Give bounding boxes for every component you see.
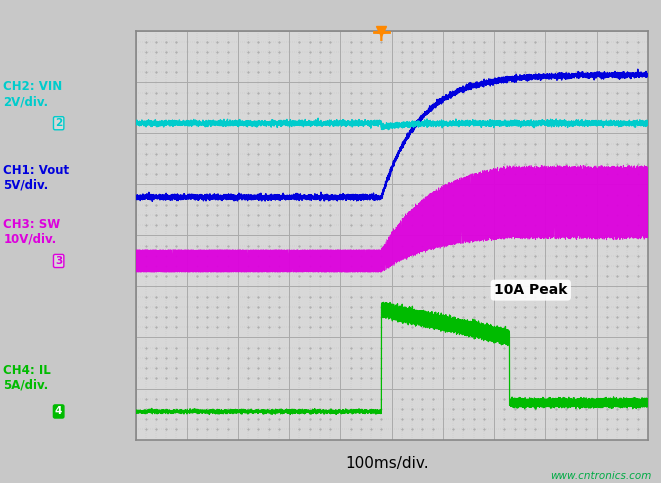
Text: CH1: Vout
5V/div.: CH1: Vout 5V/div. — [3, 164, 69, 192]
Text: 10A Peak: 10A Peak — [494, 283, 568, 297]
Text: 4: 4 — [55, 407, 62, 416]
Text: 2: 2 — [55, 118, 62, 128]
Text: 3: 3 — [55, 256, 62, 266]
Text: CH4: IL
5A/div.: CH4: IL 5A/div. — [3, 364, 51, 392]
Text: 100ms/div.: 100ms/div. — [345, 456, 428, 471]
Text: T: T — [377, 31, 386, 44]
Text: CH3: SW
10V/div.: CH3: SW 10V/div. — [3, 218, 61, 246]
Text: CH2: VIN
2V/div.: CH2: VIN 2V/div. — [3, 80, 63, 108]
Text: www.cntronics.com: www.cntronics.com — [550, 470, 651, 481]
